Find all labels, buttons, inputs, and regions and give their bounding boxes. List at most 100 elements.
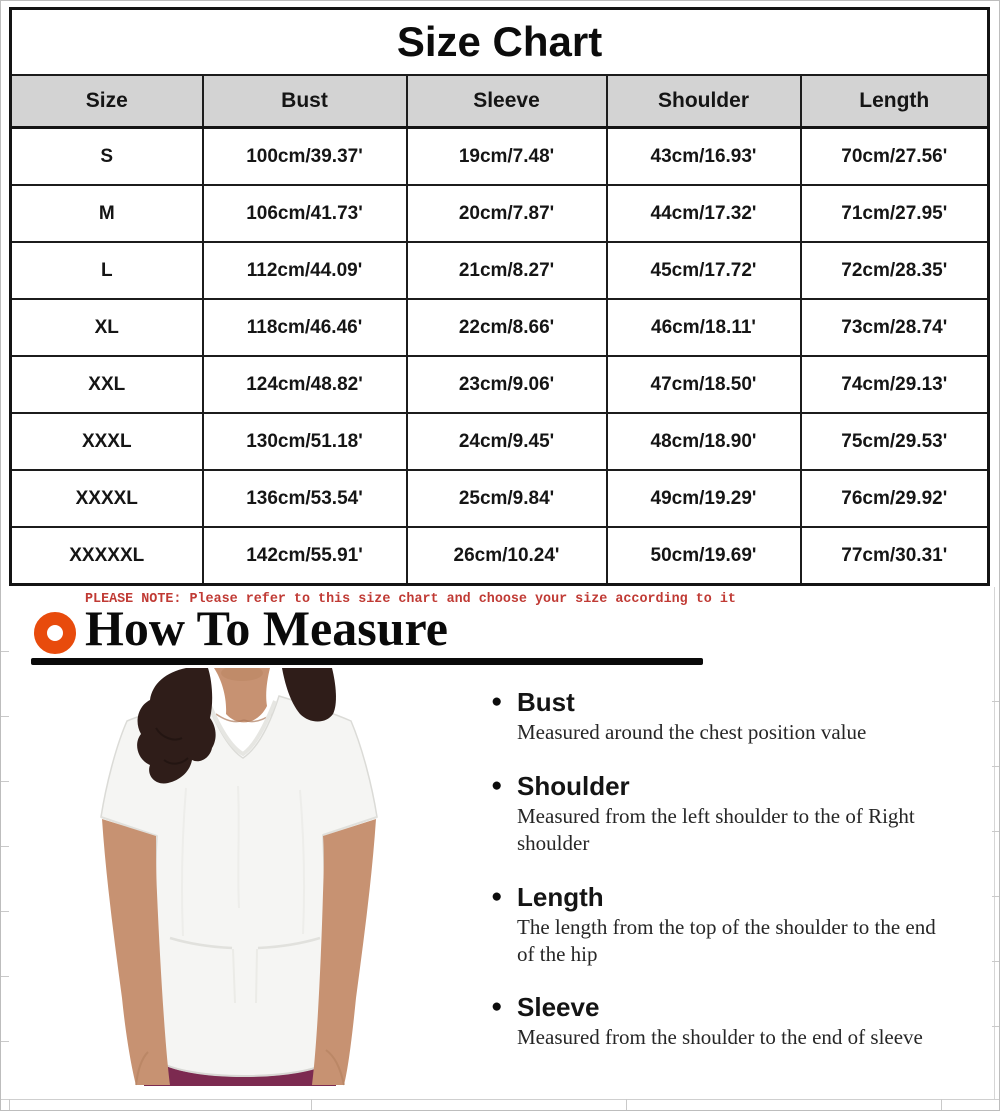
column-header-length: Length (799, 74, 990, 129)
bullet-icon: ● (491, 774, 503, 796)
grid-artifact (992, 896, 999, 897)
size-cell: XL (9, 298, 204, 357)
neck-skin (214, 668, 270, 723)
grid-artifact (311, 1099, 312, 1110)
size-cell: S (9, 126, 204, 186)
left-arm (102, 819, 170, 1085)
bullet-icon: ● (491, 885, 503, 907)
grid-artifact (1, 911, 9, 912)
shoulder-cell: 44cm/17.32' (605, 184, 802, 243)
length-cell: 70cm/27.56' (799, 126, 990, 186)
right-arm (312, 819, 376, 1085)
shoulder-cell: 50cm/19.69' (605, 526, 802, 586)
grid-artifact (994, 587, 995, 1099)
grid-artifact (1, 846, 9, 847)
table-row: XL 118cm/46.46' 22cm/8.66' 46cm/18.11' 7… (9, 298, 990, 357)
hair-right (282, 668, 336, 722)
measure-item-length: ● Length The length from the top of the … (491, 882, 971, 968)
bullet-icon: ● (491, 996, 503, 1018)
grid-artifact (992, 766, 999, 767)
measure-label: Length (517, 881, 604, 912)
shoulder-cell: 49cm/19.29' (605, 469, 802, 528)
sleeve-cell: 23cm/9.06' (405, 355, 608, 414)
measure-label: Bust (517, 687, 575, 717)
size-table: Size Chart Size Bust Sleeve Shoulder Len… (9, 7, 991, 586)
column-header-sleeve: Sleeve (405, 74, 608, 129)
grid-artifact (941, 1099, 942, 1110)
shoulder-cell: 43cm/16.93' (605, 126, 802, 186)
measure-label: Sleeve (517, 992, 600, 1023)
table-row: XXL 124cm/48.82' 23cm/9.06' 47cm/18.50' … (9, 355, 990, 414)
table-row: L 112cm/44.09' 21cm/8.27' 45cm/17.72' 72… (9, 241, 990, 300)
bust-cell: 106cm/41.73' (201, 184, 408, 243)
table-row: S 100cm/39.37' 19cm/7.48' 43cm/16.93' 70… (9, 126, 990, 186)
column-header-shoulder: Shoulder (605, 74, 802, 129)
length-cell: 73cm/28.74' (799, 298, 990, 357)
bust-cell: 100cm/39.37' (201, 126, 408, 186)
heading-underline (31, 658, 703, 665)
grid-artifact (1, 1099, 999, 1100)
grid-artifact (992, 1026, 999, 1027)
size-cell: M (9, 184, 204, 243)
neckline (206, 700, 277, 757)
size-cell: XXXXL (9, 469, 204, 528)
shoulder-cell: 46cm/18.11' (605, 298, 802, 357)
pocket-line-right (257, 936, 321, 950)
bullet-icon: ● (491, 691, 503, 712)
bust-cell: 118cm/46.46' (201, 298, 408, 357)
measure-description: Measured from the left shoulder to the o… (517, 803, 915, 855)
length-cell: 77cm/30.31' (799, 526, 990, 586)
table-row: XXXXL 136cm/53.54' 25cm/9.84' 49cm/19.29… (9, 469, 990, 528)
shoulder-cell: 45cm/17.72' (605, 241, 802, 300)
measure-description: Measured from the shoulder to the end of… (517, 1025, 923, 1050)
hair-left (137, 668, 216, 784)
length-cell: 74cm/29.13' (799, 355, 990, 414)
grid-artifact (1, 976, 9, 977)
grid-artifact (1, 781, 9, 782)
length-cell: 76cm/29.92' (799, 469, 990, 528)
grid-artifact (626, 1099, 627, 1110)
grid-artifact (992, 701, 999, 702)
sleeve-cell: 26cm/10.24' (405, 526, 608, 586)
measure-label: Shoulder (517, 770, 630, 801)
measure-description: Measured around the chest position value (517, 720, 867, 744)
sleeve-cell: 20cm/7.87' (405, 184, 608, 243)
measure-item-bust: ● Bust Measured around the chest positio… (491, 687, 971, 746)
sleeve-cell: 22cm/8.66' (405, 298, 608, 357)
grid-artifact (992, 831, 999, 832)
table-header-row: Size Bust Sleeve Shoulder Length (9, 74, 990, 129)
table-row: M 106cm/41.73' 20cm/7.87' 44cm/17.32' 71… (9, 184, 990, 243)
shoulder-cell: 47cm/18.50' (605, 355, 802, 414)
sleeve-cell: 21cm/8.27' (405, 241, 608, 300)
length-cell: 75cm/29.53' (799, 412, 990, 471)
grid-artifact (1, 651, 9, 652)
size-note: PLEASE NOTE: Please refer to this size c… (85, 592, 736, 607)
ring-icon (34, 612, 76, 654)
grid-artifact (992, 961, 999, 962)
measure-item-sleeve: ● Sleeve Measured from the shoulder to t… (491, 992, 971, 1051)
bust-cell: 124cm/48.82' (201, 355, 408, 414)
sleeve-cell: 25cm/9.84' (405, 469, 608, 528)
shoulder-cell: 48cm/18.90' (605, 412, 802, 471)
table-row: XXXXXL 142cm/55.91' 26cm/10.24' 50cm/19.… (9, 526, 990, 586)
grid-artifact (1, 716, 9, 717)
column-header-bust: Bust (201, 74, 408, 129)
column-header-size: Size (9, 74, 204, 129)
size-cell: XXXXXL (9, 526, 204, 586)
title-row: Size Chart (9, 7, 990, 76)
bust-cell: 130cm/51.18' (201, 412, 408, 471)
grid-artifact (9, 1099, 10, 1110)
sleeve-cell: 24cm/9.45' (405, 412, 608, 471)
page-title: Size Chart (9, 7, 990, 76)
how-to-measure-heading: How To Measure (85, 600, 448, 656)
size-cell: XXXL (9, 412, 204, 471)
size-cell: XXL (9, 355, 204, 414)
sleeve-cell: 19cm/7.48' (405, 126, 608, 186)
model-photo (100, 668, 378, 1086)
table-row: XXXL 130cm/51.18' 24cm/9.45' 48cm/18.90'… (9, 412, 990, 471)
bust-cell: 142cm/55.91' (201, 526, 408, 586)
grid-artifact (1, 1041, 9, 1042)
measure-item-shoulder: ● Shoulder Measured from the left should… (491, 771, 971, 857)
pocket-line-left (169, 936, 233, 950)
